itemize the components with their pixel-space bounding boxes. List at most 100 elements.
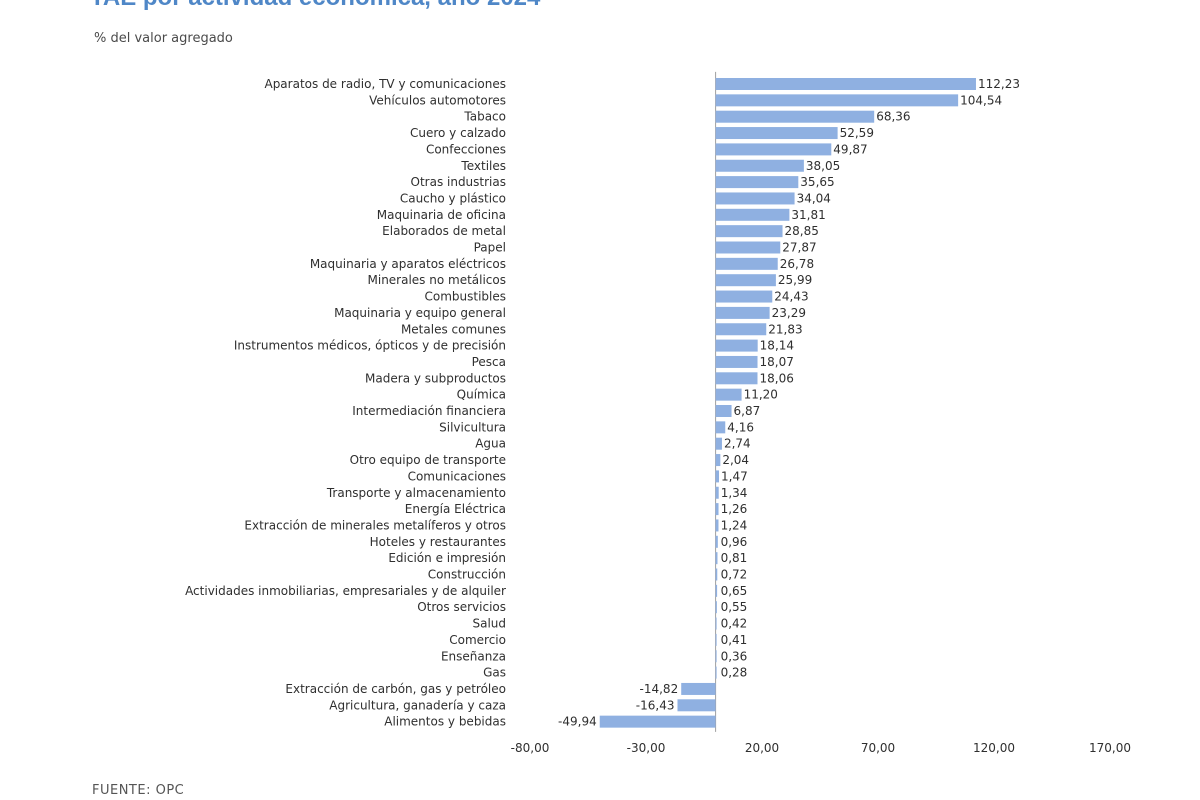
- category-label: Vehículos automotores: [369, 93, 506, 107]
- value-label: 34,04: [797, 191, 831, 205]
- bar: [715, 143, 832, 156]
- bar: [715, 650, 717, 663]
- value-label: 1,26: [721, 502, 748, 516]
- source-note: FUENTE: OPC: [92, 783, 185, 798]
- bar: [715, 290, 773, 303]
- category-label: Aparatos de radio, TV y comunicaciones: [264, 77, 506, 91]
- bar: [715, 241, 781, 254]
- value-label: 6,87: [734, 404, 761, 418]
- category-label: Gas: [483, 666, 506, 680]
- bar: [715, 274, 776, 287]
- category-label: Construcción: [428, 568, 506, 582]
- chart-subtitle: % del valor agregado: [94, 31, 233, 46]
- x-tick-label: -30,00: [627, 741, 666, 755]
- bar: [715, 470, 720, 483]
- category-label: Metales comunes: [401, 322, 506, 336]
- category-label: Agua: [475, 437, 506, 451]
- category-label: Hoteles y restaurantes: [370, 535, 506, 549]
- value-label: -14,82: [640, 682, 679, 696]
- category-label: Maquinaria de oficina: [377, 208, 506, 222]
- category-label: Tabaco: [463, 110, 506, 124]
- value-label: 68,36: [876, 110, 910, 124]
- value-label: 52,59: [840, 126, 874, 140]
- value-label: 25,99: [778, 273, 812, 287]
- category-label: Elaborados de metal: [382, 224, 506, 238]
- category-labels-layer: Aparatos de radio, TV y comunicaciones Ve…: [185, 77, 506, 729]
- category-label: Enseñanza: [441, 649, 506, 663]
- value-label: 11,20: [744, 388, 778, 402]
- bar: [715, 388, 742, 401]
- bar: [715, 110, 875, 123]
- category-label: Química: [457, 388, 506, 402]
- value-label: 112,23: [978, 77, 1020, 91]
- value-label: 27,87: [782, 241, 816, 255]
- bar: [715, 225, 783, 238]
- category-label: Maquinaria y equipo general: [334, 306, 506, 320]
- value-label: 0,65: [721, 584, 748, 598]
- value-label: 49,87: [833, 142, 867, 156]
- bar: [715, 503, 719, 516]
- category-label: Otros servicios: [417, 600, 506, 614]
- bar: [715, 584, 718, 597]
- x-tick-label: 120,00: [973, 741, 1015, 755]
- bar: [715, 323, 767, 336]
- bar: [715, 192, 795, 205]
- bar: [681, 682, 716, 695]
- bar: [715, 437, 722, 450]
- bar: [715, 601, 717, 614]
- value-label: 23,29: [772, 306, 806, 320]
- category-label: Cuero y calzado: [410, 126, 506, 140]
- value-label: 0,42: [721, 617, 748, 631]
- value-label: 18,06: [759, 371, 793, 385]
- x-axis-ticks-layer: -80,00 -30,00 20,00 70,00 120,00 170,00: [511, 741, 1131, 755]
- bar: [677, 699, 716, 712]
- bar: [715, 454, 721, 467]
- category-label: Salud: [472, 617, 506, 631]
- bar: [715, 127, 838, 140]
- category-label: Textiles: [460, 159, 506, 173]
- value-label: 4,16: [727, 420, 754, 434]
- value-label: 2,04: [722, 453, 749, 467]
- category-label: Otras industrias: [411, 175, 507, 189]
- x-tick-label: -80,00: [511, 741, 550, 755]
- x-tick-label: 70,00: [861, 741, 895, 755]
- value-label: -16,43: [636, 698, 675, 712]
- value-label: 26,78: [780, 257, 814, 271]
- value-label: 0,36: [721, 649, 748, 663]
- value-label: 0,81: [721, 551, 748, 565]
- value-label: 0,72: [721, 568, 748, 582]
- bar: [715, 486, 719, 499]
- category-label: Maquinaria y aparatos eléctricos: [310, 257, 506, 271]
- bar: [715, 339, 758, 352]
- category-label: Madera y subproductos: [365, 371, 506, 385]
- value-label: 0,96: [721, 535, 748, 549]
- value-label: 1,24: [721, 518, 748, 532]
- category-label: Confecciones: [426, 142, 506, 156]
- bar: [715, 355, 758, 368]
- category-label: Minerales no metálicos: [368, 273, 507, 287]
- category-label: Actividades inmobiliarias, empresariales…: [185, 584, 506, 598]
- bar: [715, 94, 959, 107]
- category-label: Intermediación financiera: [352, 404, 506, 418]
- bar: [715, 666, 717, 679]
- bar: [715, 617, 717, 630]
- category-label: Agricultura, ganadería y caza: [329, 698, 506, 712]
- bar: [715, 568, 718, 581]
- bar: [715, 372, 758, 385]
- value-label: 28,85: [785, 224, 819, 238]
- bar: [715, 208, 790, 221]
- value-label: 18,14: [760, 339, 794, 353]
- category-label: Instrumentos médicos, ópticos y de preci…: [234, 339, 506, 353]
- value-label: 2,74: [724, 437, 751, 451]
- value-label: 0,41: [721, 633, 748, 647]
- category-label: Edición e impresión: [388, 551, 506, 565]
- category-label: Papel: [474, 241, 506, 255]
- value-label: 21,83: [768, 322, 802, 336]
- bar: [715, 421, 726, 434]
- category-label: Caucho y plástico: [400, 191, 506, 205]
- bar: [715, 306, 770, 319]
- category-label: Comercio: [449, 633, 506, 647]
- category-label: Transporte y almacenamiento: [326, 486, 506, 500]
